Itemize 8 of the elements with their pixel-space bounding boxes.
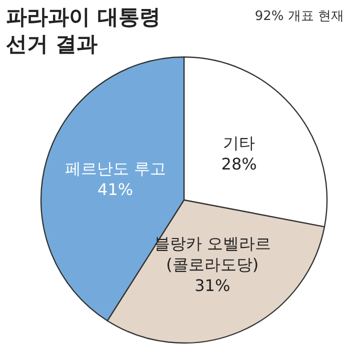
chart-title: 파라과이 대통령 선거 결과: [6, 5, 160, 56]
slice-label: 블랑카 오벨라르 (콜로라도당): [154, 234, 271, 274]
chart-subtitle: 92% 개표 현재: [254, 9, 344, 24]
data-label: 41%: [98, 180, 134, 199]
slice-label: 기타: [223, 133, 256, 152]
data-label: 28%: [221, 154, 257, 174]
slice-label: 페르난도 루고: [64, 158, 166, 178]
data-label: 31%: [194, 276, 230, 295]
